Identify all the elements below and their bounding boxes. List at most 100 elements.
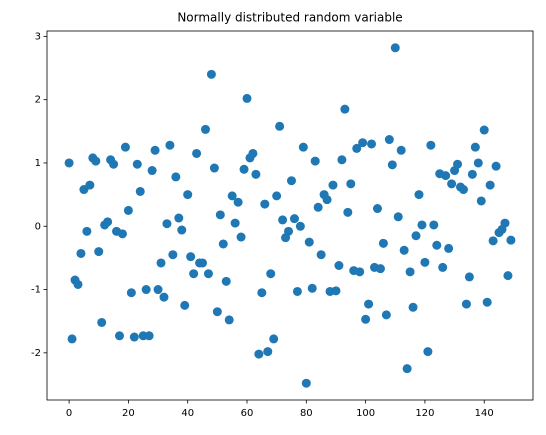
point <box>82 226 92 236</box>
point <box>396 145 406 155</box>
point <box>272 191 282 201</box>
point <box>150 145 160 155</box>
point <box>76 248 86 258</box>
point <box>254 349 264 359</box>
point <box>85 180 95 190</box>
point <box>192 148 202 158</box>
x-tick-label: 120 <box>415 408 434 419</box>
y-tick-label: 3 <box>35 31 41 42</box>
y-tick-label: 0 <box>35 221 41 232</box>
point <box>221 276 231 286</box>
point <box>147 166 157 176</box>
point <box>411 231 421 241</box>
x-tick-label: 0 <box>66 408 72 419</box>
point <box>123 205 133 215</box>
point <box>97 317 107 327</box>
point <box>200 124 210 134</box>
point <box>289 214 299 224</box>
point <box>328 180 338 190</box>
point <box>337 155 347 165</box>
point <box>248 148 258 158</box>
point <box>284 226 294 236</box>
point <box>183 190 193 200</box>
x-tick-label: 40 <box>181 408 194 419</box>
point <box>159 292 169 302</box>
point <box>126 288 136 298</box>
point <box>103 217 113 227</box>
y-tick-label: -2 <box>31 348 41 359</box>
point <box>260 199 270 209</box>
point <box>420 257 430 267</box>
point <box>263 347 273 357</box>
point <box>156 258 166 268</box>
point <box>378 238 388 248</box>
point <box>367 139 377 149</box>
point <box>206 69 216 79</box>
point <box>109 159 119 169</box>
point <box>239 164 249 174</box>
point <box>361 314 371 324</box>
point <box>417 220 427 230</box>
point <box>135 186 145 196</box>
point <box>387 160 397 170</box>
point <box>444 243 454 253</box>
point <box>390 43 400 53</box>
point <box>316 250 326 260</box>
point <box>198 258 208 268</box>
plot-frame <box>46 30 534 401</box>
point <box>177 225 187 235</box>
point <box>186 252 196 262</box>
point <box>67 334 77 344</box>
point <box>286 176 296 186</box>
point <box>212 307 222 317</box>
point <box>488 236 498 246</box>
point <box>352 143 362 153</box>
point <box>432 240 442 250</box>
point <box>414 190 424 200</box>
point <box>467 169 477 179</box>
point <box>372 204 382 214</box>
point <box>334 261 344 271</box>
point <box>429 220 439 230</box>
point <box>117 229 127 239</box>
point <box>64 158 74 168</box>
point <box>313 202 323 212</box>
point <box>171 172 181 182</box>
point <box>174 213 184 223</box>
point <box>423 347 433 357</box>
point <box>242 93 252 103</box>
point <box>479 125 489 135</box>
point <box>203 269 213 279</box>
point <box>340 104 350 114</box>
point <box>269 334 279 344</box>
point <box>384 135 394 145</box>
y-tick-label: -1 <box>31 285 41 296</box>
point <box>165 140 175 150</box>
point <box>500 218 510 228</box>
point <box>114 331 124 341</box>
point <box>120 142 130 152</box>
x-tick-label: 20 <box>122 408 135 419</box>
x-tick-label: 60 <box>241 408 254 419</box>
point <box>482 297 492 307</box>
point <box>355 267 365 277</box>
point <box>464 272 474 282</box>
point <box>141 285 151 295</box>
point <box>215 210 225 220</box>
point <box>343 207 353 217</box>
point <box>393 212 403 222</box>
point <box>346 179 356 189</box>
point <box>405 267 415 277</box>
point <box>381 310 391 320</box>
point <box>304 237 314 247</box>
point <box>189 269 199 279</box>
point <box>476 196 486 206</box>
point <box>162 219 172 229</box>
y-tick-label: 1 <box>35 158 41 169</box>
point <box>447 179 457 189</box>
point <box>470 142 480 152</box>
point <box>473 158 483 168</box>
point <box>485 180 495 190</box>
point <box>307 283 317 293</box>
